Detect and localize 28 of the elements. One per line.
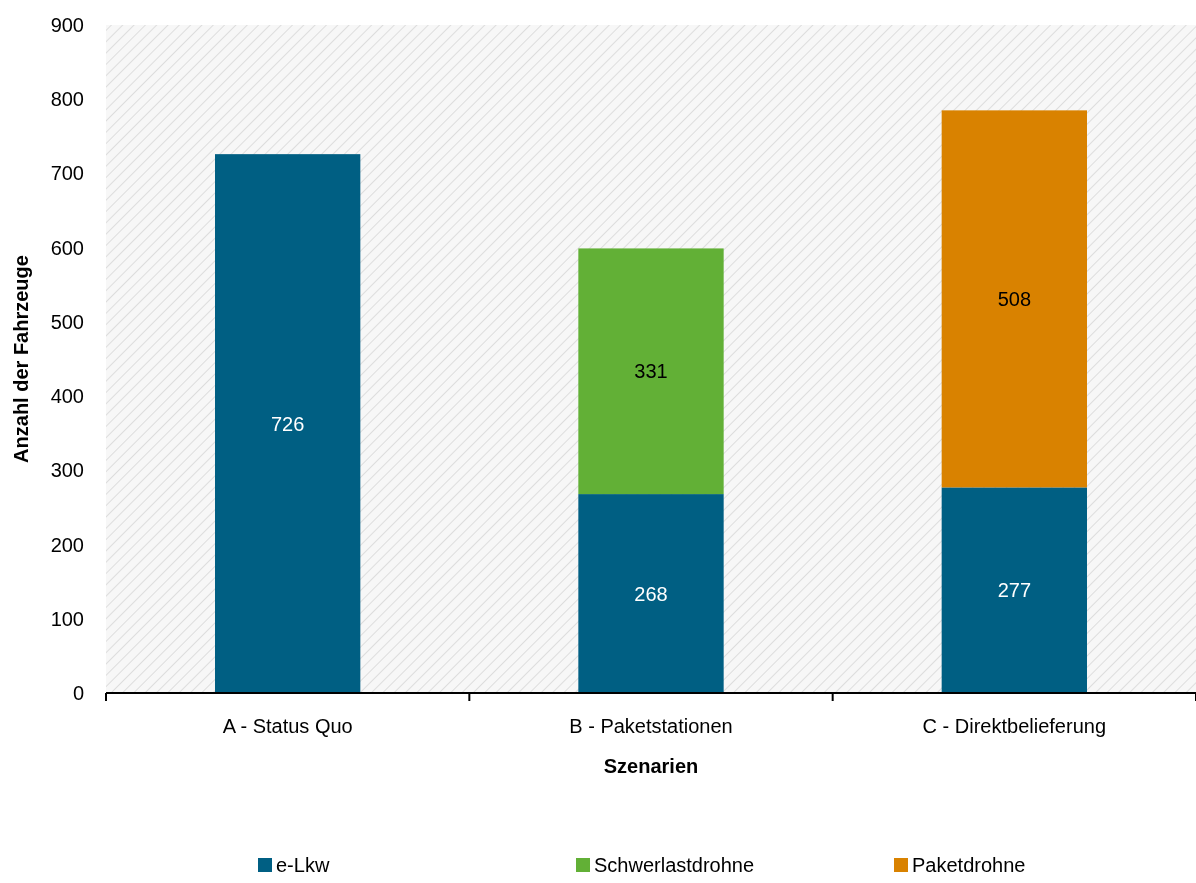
y-tick-label: 700 (50, 162, 84, 185)
y-tick-label: 0 (72, 682, 84, 704)
bar (215, 154, 361, 693)
legend-label: e-Lkw (276, 854, 330, 876)
bar (578, 248, 724, 495)
y-tick-label: 600 (50, 236, 84, 259)
y-tick-label: 400 (50, 385, 84, 408)
x-tick-label: A - Status Quo (222, 715, 353, 737)
data-label: 331 (634, 360, 668, 383)
y-tick-label: 300 (50, 459, 84, 482)
y-tick-label: 800 (50, 88, 84, 111)
legend-label: Schwerlastdrohne (594, 854, 755, 876)
bar (941, 110, 1087, 488)
x-tick-label: C - Direktbelieferung (922, 715, 1107, 737)
x-axis-title: Szenarien (603, 755, 699, 777)
data-label: 726 (270, 412, 305, 435)
data-label: 268 (634, 582, 668, 605)
bar (578, 494, 724, 693)
y-tick-label: 200 (50, 533, 84, 556)
data-label: 277 (997, 579, 1032, 602)
bar (941, 487, 1087, 693)
y-axis-title: Anzahl der Fahrzeuge (10, 255, 32, 463)
y-tick-label: 100 (50, 607, 84, 630)
y-tick-label: 500 (50, 310, 84, 333)
legend-label: Paketdrohne (912, 854, 1026, 876)
data-label: 508 (997, 287, 1032, 310)
x-tick-label: B - Paketstationen (569, 715, 733, 737)
y-tick-label: 900 (50, 14, 84, 36)
